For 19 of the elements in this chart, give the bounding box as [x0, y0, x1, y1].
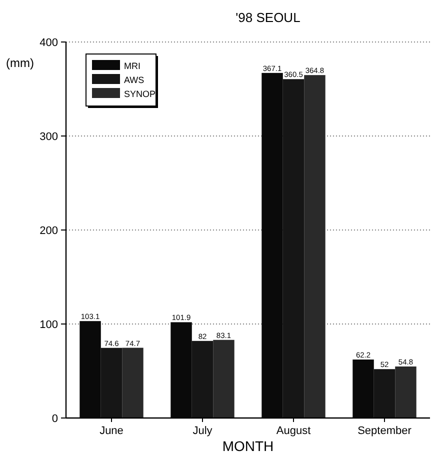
bar — [213, 340, 234, 418]
legend-label: MRI — [124, 61, 140, 71]
bar — [122, 348, 144, 418]
x-tick-label: August — [276, 425, 311, 437]
bar — [395, 366, 416, 418]
x-axis-title: MONTH — [222, 438, 274, 454]
y-tick-label: 100 — [40, 319, 58, 331]
x-tick-label: June — [100, 425, 124, 437]
x-tick-label: September — [358, 425, 412, 437]
chart-title: '98 SEOUL — [236, 10, 300, 25]
y-tick-label: 0 — [52, 413, 58, 425]
bar — [304, 75, 326, 418]
legend-label: SYNOP — [124, 89, 156, 99]
y-axis-title: (mm) — [6, 56, 34, 70]
legend-label: AWS — [124, 75, 144, 85]
y-tick-label: 200 — [40, 225, 58, 237]
x-tick-label: July — [192, 425, 213, 437]
y-tick-label: 400 — [40, 37, 58, 49]
y-tick-label: 300 — [40, 131, 58, 143]
